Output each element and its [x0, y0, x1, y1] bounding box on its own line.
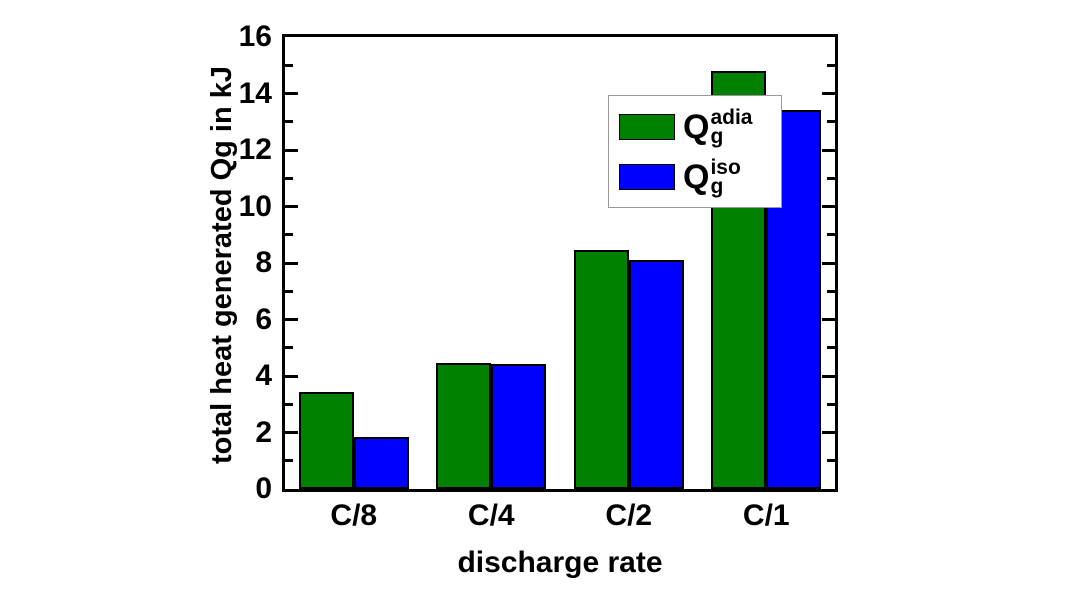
legend-swatch-adia: [619, 114, 675, 140]
legend-entry-adia: Q adia g: [619, 102, 781, 152]
legend-label-superscript: iso: [710, 156, 741, 179]
legend-swatch-iso: [619, 164, 675, 190]
y-tick-label-4: 4: [255, 359, 272, 392]
y-tick-right-minor: [827, 289, 835, 293]
y-tick-left-major: [285, 431, 298, 434]
y-tick-left-minor: [285, 402, 293, 406]
legend-label-scripts: adia g: [710, 106, 753, 148]
y-tick-right-major: [822, 205, 835, 208]
y-tick-left-major: [285, 318, 298, 321]
y-tick-left-major: [285, 261, 298, 265]
legend-label-superscript: adia: [710, 106, 753, 129]
y-tick-right-minor: [827, 120, 835, 124]
y-tick-left-minor: [285, 346, 293, 350]
x-axis-title: discharge rate: [457, 546, 663, 579]
legend-label-base: Q: [683, 108, 710, 146]
bar-Qg_adia-C4: [436, 363, 492, 489]
bar-Qg_iso-C4: [491, 363, 547, 489]
bar-Qg_iso-C8: [353, 436, 409, 489]
y-tick-right-major: [822, 148, 835, 152]
legend-label-scripts: iso g: [710, 156, 741, 198]
y-tick-right-major: [822, 261, 835, 265]
y-tick-right-minor: [827, 233, 835, 237]
y-tick-label-16: 16: [238, 20, 272, 53]
bar-Qg_adia-C2: [573, 250, 629, 489]
y-tick-label-8: 8: [255, 246, 272, 279]
y-tick-label-14: 14: [238, 76, 272, 110]
legend-label-subscript: g: [710, 175, 724, 198]
y-tick-left-major: [285, 148, 298, 152]
y-tick-label-0: 0: [255, 472, 272, 505]
x-tick-label-C8: C/8: [330, 499, 378, 532]
y-tick-left-major: [285, 92, 298, 95]
y-tick-left-major: [285, 374, 298, 378]
y-tick-right-minor: [827, 176, 835, 180]
y-tick-left-minor: [285, 233, 293, 237]
plot-inner: [285, 37, 835, 489]
bar-Qg_adia-C8: [298, 391, 354, 489]
bar-Qg_iso-C2: [628, 260, 684, 489]
y-tick-left-minor: [285, 63, 293, 67]
y-tick-right-minor: [827, 346, 835, 350]
legend-label-subscript: g: [710, 125, 724, 148]
y-tick-left-minor: [285, 289, 293, 293]
y-tick-left-minor: [285, 120, 293, 124]
legend-label-base: Q: [683, 158, 710, 196]
legend: Q adia g Q iso g: [608, 95, 782, 208]
legend-label-adia: Q adia g: [683, 106, 753, 148]
y-tick-label-2: 2: [255, 415, 272, 449]
y-tick-label-10: 10: [238, 189, 272, 223]
y-tick-right-minor: [827, 402, 835, 406]
y-tick-label-6: 6: [255, 302, 272, 336]
x-tick-label-C1: C/1: [742, 499, 790, 532]
y-tick-label-12: 12: [238, 133, 272, 166]
y-tick-left-minor: [285, 459, 293, 463]
y-tick-right-minor: [827, 459, 835, 463]
y-tick-right-major: [822, 92, 835, 95]
y-tick-right-major: [822, 374, 835, 378]
plot-area: Q adia g Q iso g: [282, 34, 838, 492]
y-tick-right-major: [822, 431, 835, 434]
y-tick-right-minor: [827, 63, 835, 67]
x-tick-label-C4: C/4: [467, 499, 515, 532]
x-tick-label-C2: C/2: [605, 499, 653, 532]
y-tick-left-minor: [285, 176, 293, 180]
legend-label-iso: Q iso g: [683, 156, 741, 198]
y-tick-left-major: [285, 205, 298, 208]
legend-entry-iso: Q iso g: [619, 152, 781, 202]
y-tick-right-major: [822, 318, 835, 321]
